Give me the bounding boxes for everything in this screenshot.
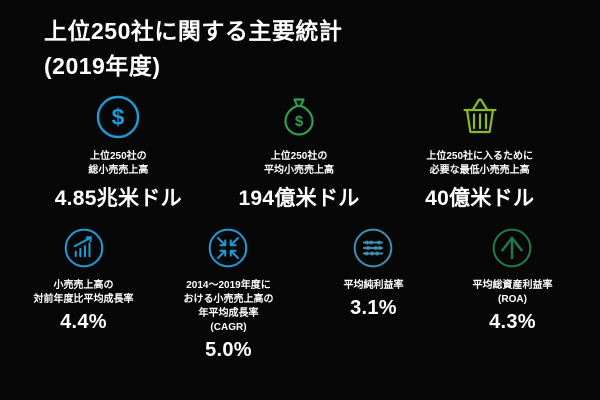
stat-roa: 平均総資産利益率 (ROA) 4.3%: [443, 226, 582, 362]
stat-label: 2014〜2019年度に おける小売売上高の 年平均成長率 (CAGR): [183, 280, 274, 333]
svg-text:$: $: [112, 104, 125, 130]
stat-label: 上位250社の 平均小売売上高: [264, 151, 334, 176]
stats-row-top: $ 上位250社の 総小売売上高 4.85兆米ドル $ 上位250社の 平均小売…: [0, 93, 600, 212]
converge-arrows-icon: [206, 226, 250, 270]
stat-value: 4.4%: [60, 311, 107, 333]
up-arrow-icon: [490, 226, 534, 270]
stat-value: 4.3%: [489, 311, 536, 333]
stat-value: 40億米ドル: [425, 187, 535, 210]
page-title: 上位250社に関する主要統計 (2019年度): [0, 0, 600, 83]
stat-minimum-retail-revenue: 上位250社に入るために 必要な最低小売売上高 40億米ドル: [389, 93, 570, 212]
dollar-circle-icon: $: [94, 93, 142, 141]
stat-net-profit-margin: 平均純利益率 3.1%: [304, 226, 443, 362]
stat-value: 194億米ドル: [238, 187, 360, 210]
stat-label: 平均純利益率: [343, 280, 404, 291]
stat-label: 上位250社の 総小売売上高: [88, 151, 149, 176]
stat-average-retail-revenue: $ 上位250社の 平均小売売上高 194億米ドル: [209, 93, 390, 212]
stat-label: 小売売上高の 対前年度比平均成長率: [33, 280, 134, 305]
stats-row-bottom: 小売売上高の 対前年度比平均成長率 4.4% 2014〜2019年度に おける小…: [0, 226, 600, 362]
abacus-icon: [351, 226, 395, 270]
page-title-line1: 上位250社に関する主要統計: [44, 18, 343, 44]
stat-cagr: 2014〜2019年度に おける小売売上高の 年平均成長率 (CAGR) 5.0…: [153, 226, 304, 362]
page-title-line2: (2019年度): [44, 52, 161, 79]
stat-label: 平均総資産利益率 (ROA): [472, 280, 553, 305]
stat-label: 上位250社に入るために 必要な最低小売売上高: [426, 151, 534, 176]
svg-text:$: $: [295, 113, 304, 130]
stat-value: 5.0%: [205, 339, 252, 361]
stat-yoy-growth-rate: 小売売上高の 対前年度比平均成長率 4.4%: [14, 226, 153, 362]
stat-value: 4.85兆米ドル: [54, 187, 182, 210]
bar-chart-growth-icon: [62, 226, 106, 270]
shopping-basket-icon: [456, 93, 504, 141]
money-bag-icon: $: [275, 93, 323, 141]
stat-value: 3.1%: [350, 297, 397, 319]
stat-total-retail-revenue: $ 上位250社の 総小売売上高 4.85兆米ドル: [28, 93, 209, 212]
